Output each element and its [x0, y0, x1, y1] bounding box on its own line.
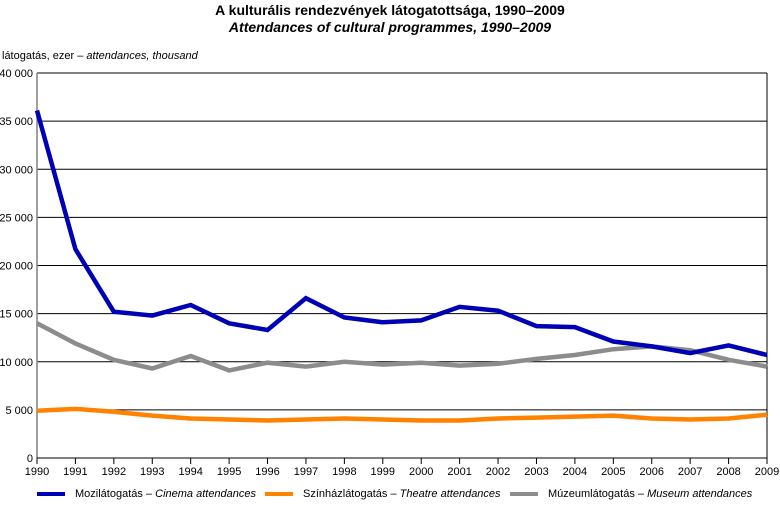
legend-item-cinema: Mozilátogatás – Cinema attendances: [37, 488, 256, 500]
x-tick-label: 1999: [371, 466, 395, 478]
x-tick-label: 1995: [217, 466, 241, 478]
x-tick-label: 2009: [755, 466, 779, 478]
legend: Mozilátogatás – Cinema attendances Szính…: [0, 488, 780, 504]
y-tick-label: 10 000: [0, 357, 33, 369]
series-line-theatre: [36, 406, 768, 423]
axes: [36, 73, 768, 464]
legend-label-theatre-en: Theatre attendances: [399, 488, 501, 500]
legend-sep: –: [145, 488, 153, 500]
y-axis-label: látogatás, ezer – attendances, thousand: [2, 50, 198, 62]
y-axis-label-en: attendances, thousand: [86, 50, 198, 62]
legend-label-museum-hu: Múzeumlátogatás: [548, 488, 635, 500]
y-tick-label: 0: [27, 453, 33, 465]
y-tick-label: 15 000: [0, 309, 33, 321]
chart-title: A kulturális rendezvények látogatottsága…: [215, 2, 565, 18]
x-tick-label: 2007: [678, 466, 702, 478]
legend-label-theatre-hu: Színházlátogatás: [303, 488, 388, 500]
x-tick-label: 1991: [63, 466, 87, 478]
x-tick-label: 1996: [255, 466, 279, 478]
y-tick-label: 35 000: [0, 116, 33, 128]
x-tick-label: 1998: [332, 466, 356, 478]
x-tick-label: 1994: [178, 466, 202, 478]
y-tick-label: 5 000: [5, 405, 33, 417]
legend-label-cinema-hu: Mozilátogatás: [75, 488, 143, 500]
legend-swatch-museum: [510, 492, 538, 496]
legend-sep: –: [390, 488, 397, 500]
y-tick-label: 25 000: [0, 212, 33, 224]
legend-swatch-theatre: [265, 492, 293, 496]
x-tick-label: 2005: [601, 466, 625, 478]
y-tick-label: 40 000: [0, 68, 33, 80]
series-lines: [34, 109, 768, 423]
y-tick-labels: 0 5 000 10 000 15 000 20 000 25 000 30 000 35 0…: [0, 68, 33, 465]
x-tick-label: 2002: [486, 466, 510, 478]
y-tick-label: 20 000: [0, 261, 33, 273]
x-tick-label: 2000: [409, 466, 433, 478]
x-tick-label: 2008: [716, 466, 740, 478]
chart-subtitle: Attendances of cultural programmes, 1990…: [228, 19, 552, 35]
legend-item-museum: Múzeumlátogatás – Museum attendances: [510, 488, 752, 500]
x-tick-label: 2003: [524, 466, 548, 478]
legend-sep: –: [637, 488, 645, 500]
x-tick-label: 1997: [294, 466, 318, 478]
y-axis-label-sep: –: [77, 50, 84, 62]
legend-label-museum-en: Museum attendances: [647, 488, 753, 500]
y-tick-label: 30 000: [0, 164, 33, 176]
x-tick-label: 2001: [447, 466, 471, 478]
legend-label-cinema-en: Cinema attendances: [155, 488, 257, 500]
x-tick-label: 2004: [563, 466, 587, 478]
y-axis-label-hu: látogatás, ezer: [2, 50, 75, 62]
x-tick-label: 1990: [25, 466, 49, 478]
gridlines: [37, 72, 767, 411]
series-line-cinema: [34, 109, 768, 358]
legend-swatch-cinema: [37, 492, 65, 496]
x-tick-label: 2006: [639, 466, 663, 478]
x-tick-label: 1992: [102, 466, 126, 478]
x-tick-label: 1993: [140, 466, 164, 478]
x-tick-labels: 1990 1991 1992 1993 1994 1995 1996 1997 1998 1999…: [25, 466, 779, 478]
legend-item-theatre: Színházlátogatás – Theatre attendances: [265, 488, 501, 500]
